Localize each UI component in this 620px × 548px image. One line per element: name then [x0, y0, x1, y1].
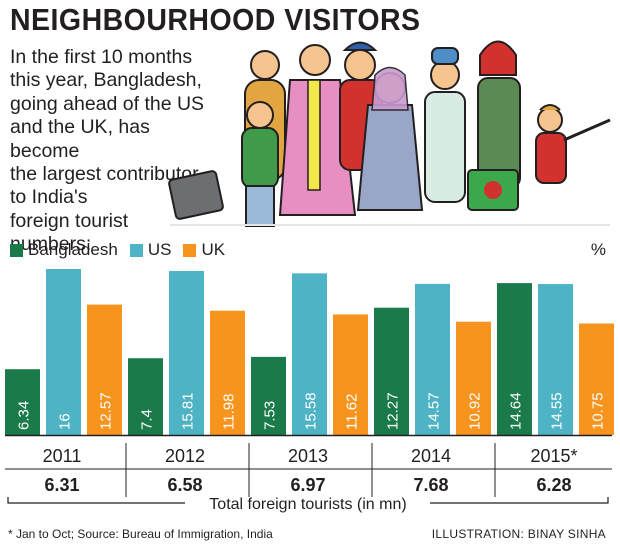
bar-uk-2011 — [87, 304, 122, 435]
x-tick-label: 2012 — [165, 446, 205, 466]
data-label-uk-2014: 10.92 — [467, 392, 484, 430]
bar-us-2014 — [415, 283, 450, 435]
bar-bangladesh-2014 — [374, 307, 409, 435]
illustration-credit: ILLUSTRATION: BINAY SINHA — [431, 527, 606, 541]
data-label-us-2015: 14.55 — [549, 392, 566, 430]
data-label-uk-2011: 12.57 — [98, 392, 115, 430]
bar-us-2012 — [169, 270, 204, 435]
legend-swatch-uk — [183, 243, 197, 257]
data-label-us-2014: 14.57 — [426, 392, 443, 430]
footnote: * Jan to Oct; Source: Bureau of Immigrat… — [8, 527, 273, 541]
totals-bracket-left — [7, 497, 185, 504]
data-label-us-2011: 16 — [57, 413, 74, 430]
x-tick-label: 2014 — [411, 446, 451, 466]
bar-uk-2013 — [333, 314, 368, 435]
bar-uk-2014 — [456, 321, 491, 435]
x-tick-label: 2015* — [530, 446, 577, 466]
intro-line: this year, Bangladesh, — [10, 69, 202, 92]
legend-swatch-bangladesh — [10, 243, 23, 257]
legend-item-bangladesh: Bangladesh — [10, 240, 118, 260]
data-label-bangladesh-2011: 6.34 — [16, 401, 33, 430]
data-label-bangladesh-2015: 14.64 — [508, 392, 525, 430]
intro-line: and the UK, has become — [10, 116, 150, 162]
legend-label-bangladesh: Bangladesh — [28, 240, 118, 259]
data-label-us-2013: 15.58 — [303, 392, 320, 430]
intro-line: the largest contributor — [10, 163, 199, 186]
data-label-uk-2015: 10.75 — [590, 392, 607, 430]
bar-chart: 6.34 16 12.57 2011 6.31 7.4 15.81 11.98 2012 6.58… — [5, 269, 614, 513]
bar-us-2013 — [292, 273, 327, 435]
x-tick-label: 2011 — [43, 446, 82, 466]
bar-us-2015 — [538, 284, 573, 435]
legend-label-uk: UK — [201, 240, 226, 259]
total-label: 6.97 — [290, 475, 325, 495]
chart-title: NEIGHBOURHOOD VISITORS — [10, 2, 421, 37]
intro-text: In the first 10 months this year, Bangla… — [10, 46, 215, 257]
intro-line: foreign tourist — [10, 209, 129, 232]
data-label-us-2012: 15.81 — [180, 392, 197, 430]
totals-bracket-right — [430, 497, 609, 504]
data-label-bangladesh-2012: 7.4 — [139, 409, 156, 430]
bar-uk-2015 — [579, 323, 614, 435]
legend: Bangladesh US UK — [10, 240, 237, 260]
total-label: 6.28 — [536, 475, 571, 495]
data-label-uk-2013: 11.62 — [344, 394, 361, 430]
legend-swatch-us — [129, 243, 143, 257]
intro-line: going ahead of the US — [10, 92, 205, 115]
bar-bangladesh-2011 — [5, 369, 40, 435]
total-label: 6.58 — [167, 475, 202, 495]
bar-bangladesh-2012 — [128, 358, 163, 435]
legend-label-us: US — [147, 240, 172, 259]
total-label: 7.68 — [413, 475, 448, 495]
data-label-bangladesh-2013: 7.53 — [262, 401, 279, 430]
intro-line: numbers: — [10, 233, 92, 256]
unit-label: % — [590, 240, 606, 259]
bar-uk-2012 — [210, 310, 245, 435]
totals-caption: Total foreign tourists (in mn) — [209, 496, 406, 513]
intro-line: In the first 10 months — [10, 46, 193, 68]
data-label-bangladesh-2014: 12.27 — [385, 392, 402, 430]
bar-bangladesh-2015 — [497, 283, 532, 435]
data-label-uk-2012: 11.98 — [221, 394, 238, 430]
legend-item-uk: UK — [183, 240, 225, 260]
travellers-illustration — [168, 40, 611, 227]
bar-us-2011 — [46, 269, 81, 435]
x-tick-label: 2013 — [288, 446, 328, 466]
total-label: 6.31 — [44, 475, 79, 495]
bar-bangladesh-2013 — [251, 356, 286, 435]
intro-line: to India's — [10, 186, 88, 209]
legend-item-us: US — [129, 240, 172, 260]
